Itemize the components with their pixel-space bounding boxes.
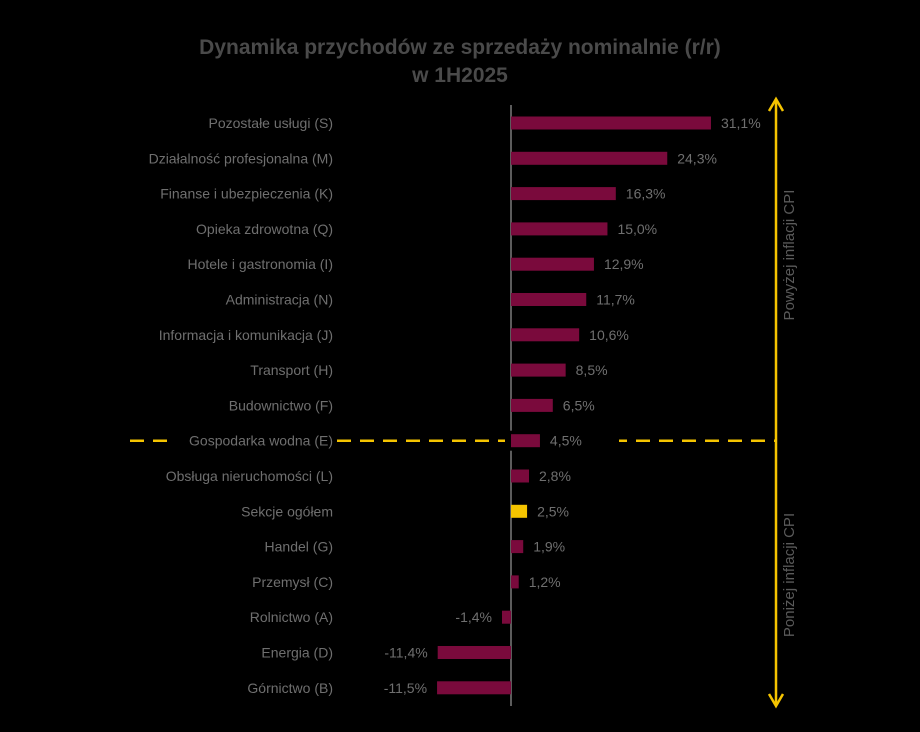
value-label: 24,3% xyxy=(677,150,717,166)
value-label: 10,6% xyxy=(589,327,629,343)
value-label: 11,7% xyxy=(596,292,635,308)
bar xyxy=(511,257,594,271)
category-label: Transport (H) xyxy=(250,362,333,378)
arrow-down-icon xyxy=(767,693,785,709)
bar xyxy=(511,504,528,518)
value-label: 12,9% xyxy=(604,256,644,272)
bar xyxy=(511,222,608,236)
bar xyxy=(501,610,511,624)
category-label: Sekcje ogółem xyxy=(241,503,333,519)
bar xyxy=(511,540,524,554)
category-label: Energia (D) xyxy=(261,645,333,661)
category-label: Rolnictwo (A) xyxy=(250,609,333,625)
bar xyxy=(511,469,530,483)
bar xyxy=(511,328,580,342)
bar xyxy=(511,187,616,201)
category-label: Hotele i gastronomia (I) xyxy=(187,256,333,272)
value-label: 1,2% xyxy=(529,574,561,590)
bar xyxy=(511,151,668,165)
value-label: 2,8% xyxy=(539,468,571,484)
bar xyxy=(511,363,566,377)
bar xyxy=(511,116,711,130)
category-label: Finanse i ubezpieczenia (K) xyxy=(160,186,333,202)
value-label: 31,1% xyxy=(721,115,761,131)
bar xyxy=(511,293,587,306)
chart-subtitle: w 1H2025 xyxy=(412,64,508,87)
category-label: Administracja (N) xyxy=(226,292,333,308)
bar xyxy=(511,434,540,448)
value-label: 6,5% xyxy=(563,397,595,413)
value-label: -11,4% xyxy=(384,645,427,661)
value-label: 4,5% xyxy=(550,433,582,449)
bar xyxy=(437,681,511,695)
category-label: Informacja i komunikacja (J) xyxy=(159,327,333,343)
category-label: Obsługa nieruchomości (L) xyxy=(166,468,333,484)
value-label: 15,0% xyxy=(617,221,657,237)
category-label: Budownictwo (F) xyxy=(229,397,333,413)
bar xyxy=(511,398,553,412)
chart-title: Dynamika przychodów ze sprzedaży nominal… xyxy=(199,36,721,59)
annotation-above-cpi: Powyżej inflacji CPI xyxy=(781,190,798,321)
category-label: Opieka zdrowotna (Q) xyxy=(196,221,333,237)
arrow-up-icon xyxy=(767,96,785,112)
category-label: Przemysł (C) xyxy=(252,574,333,590)
bar xyxy=(437,646,511,659)
category-label: Działalność profesjonalna (M) xyxy=(149,150,333,166)
category-label: Pozostałe usługi (S) xyxy=(208,115,333,131)
value-label: 16,3% xyxy=(626,186,666,202)
value-label: 2,5% xyxy=(537,503,569,519)
category-label: Górnictwo (B) xyxy=(247,680,333,696)
category-label: Gospodarka wodna (E) xyxy=(189,433,333,449)
label-knockout xyxy=(172,430,336,451)
category-label: Handel (G) xyxy=(265,539,333,555)
value-label: -1,4% xyxy=(455,609,492,625)
value-label: -11,5% xyxy=(384,680,427,696)
bar xyxy=(511,575,519,589)
value-label: 1,9% xyxy=(533,539,565,555)
annotation-below-cpi: Poniżej inflacji CPI xyxy=(781,513,798,637)
value-label: 8,5% xyxy=(576,362,608,378)
